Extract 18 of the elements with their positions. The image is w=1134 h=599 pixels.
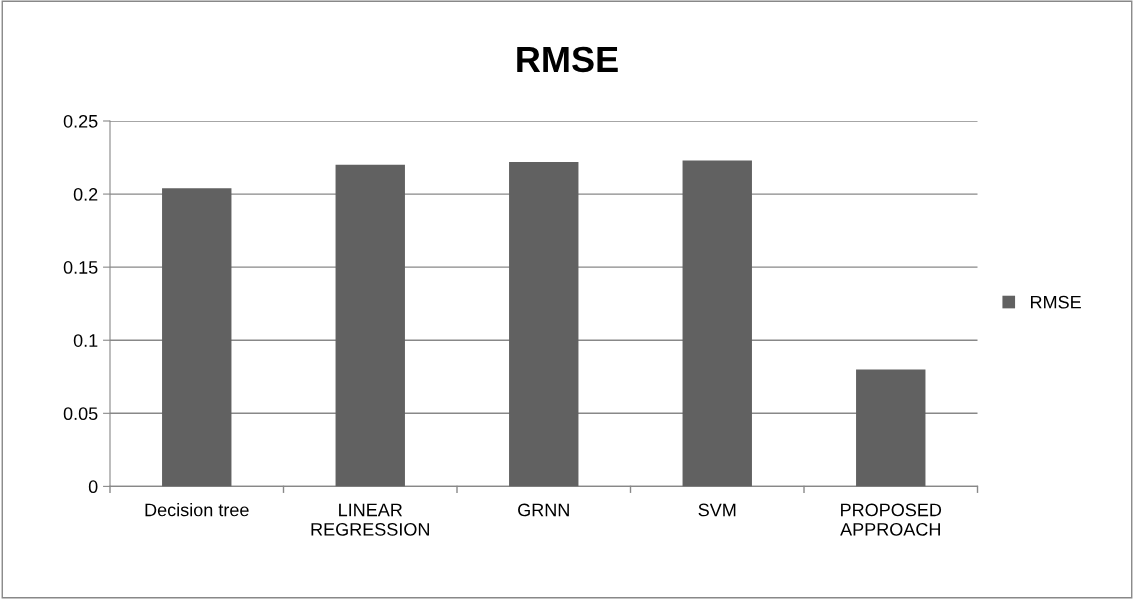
y-tick-label: 0 <box>88 480 98 494</box>
x-tick-label: LINEAR REGRESSION <box>311 503 429 536</box>
y-tick-label: 0.05 <box>63 407 98 421</box>
chart-title: RMSE <box>517 46 618 73</box>
y-tick-label: 0.2 <box>73 188 98 201</box>
x-tick-label: PROPOSED APPROACH <box>840 503 942 536</box>
x-tick-label: GRNN <box>518 503 569 517</box>
y-tick-label: 0.1 <box>73 334 98 347</box>
y-tick-label: 0.25 <box>63 114 98 128</box>
x-tick-label: Decision tree <box>145 503 249 517</box>
legend-label: RMSE <box>1031 295 1081 309</box>
bar <box>509 161 579 487</box>
bar <box>682 160 752 487</box>
bar <box>856 369 926 487</box>
x-tick-label: SVM <box>698 503 736 517</box>
bar <box>162 188 232 487</box>
y-tick-label: 0.15 <box>63 261 98 274</box>
bar <box>335 164 405 487</box>
